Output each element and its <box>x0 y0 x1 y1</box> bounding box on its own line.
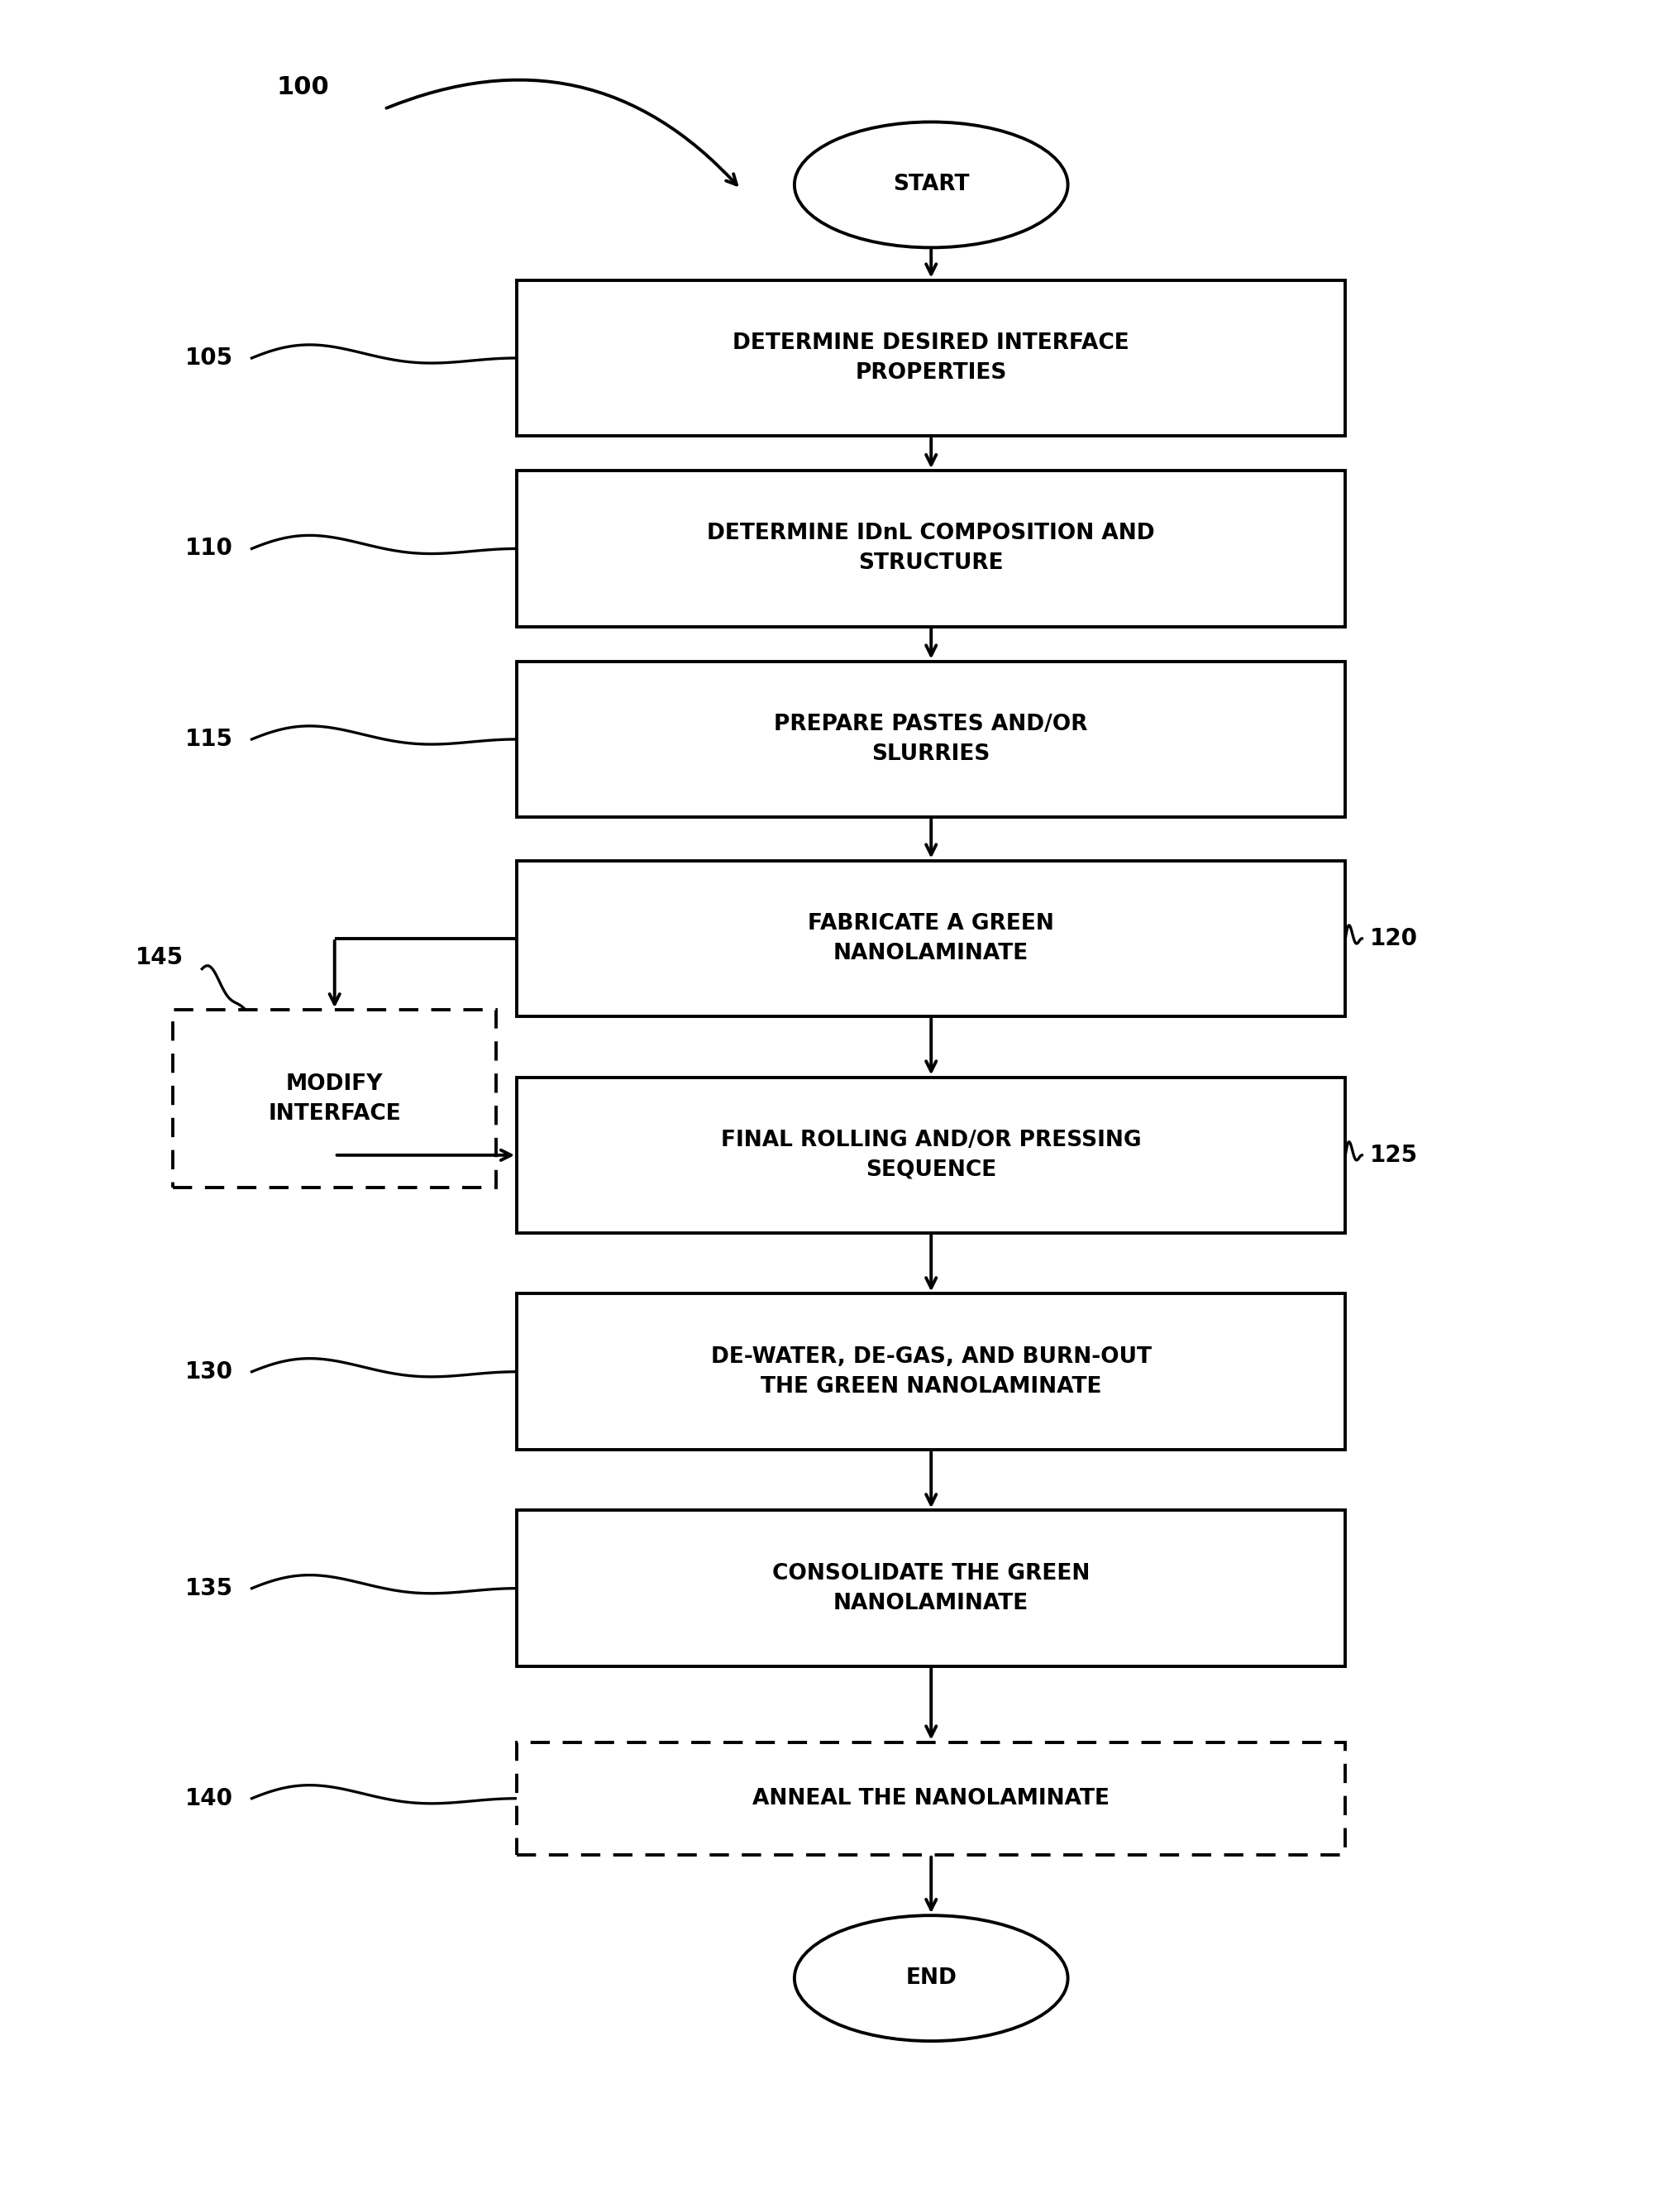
Ellipse shape <box>795 123 1068 247</box>
FancyBboxPatch shape <box>517 280 1346 436</box>
Text: START: START <box>892 173 969 195</box>
Text: DETERMINE DESIRED INTERFACE
PROPERTIES: DETERMINE DESIRED INTERFACE PROPERTIES <box>732 333 1129 383</box>
Text: 105: 105 <box>185 346 234 370</box>
Text: 110: 110 <box>185 536 234 560</box>
Text: 115: 115 <box>185 727 234 751</box>
FancyBboxPatch shape <box>173 1009 496 1189</box>
Text: FINAL ROLLING AND/OR PRESSING
SEQUENCE: FINAL ROLLING AND/OR PRESSING SEQUENCE <box>721 1130 1141 1180</box>
Text: FABRICATE A GREEN
NANOLAMINATE: FABRICATE A GREEN NANOLAMINATE <box>808 913 1055 963</box>
FancyBboxPatch shape <box>517 1510 1346 1666</box>
FancyBboxPatch shape <box>517 471 1346 626</box>
Text: 130: 130 <box>185 1359 234 1383</box>
Text: PREPARE PASTES AND/OR
SLURRIES: PREPARE PASTES AND/OR SLURRIES <box>774 714 1089 764</box>
Text: 120: 120 <box>1371 926 1418 950</box>
FancyBboxPatch shape <box>517 1294 1346 1449</box>
Text: DE-WATER, DE-GAS, AND BURN-OUT
THE GREEN NANOLAMINATE: DE-WATER, DE-GAS, AND BURN-OUT THE GREEN… <box>711 1346 1151 1397</box>
Ellipse shape <box>795 1915 1068 2040</box>
FancyBboxPatch shape <box>517 1742 1346 1854</box>
Text: 145: 145 <box>136 946 183 970</box>
Text: 100: 100 <box>277 74 329 99</box>
Text: 135: 135 <box>185 1576 234 1600</box>
Text: MODIFY
INTERFACE: MODIFY INTERFACE <box>269 1073 402 1125</box>
Text: 125: 125 <box>1371 1143 1418 1167</box>
Text: 140: 140 <box>185 1786 234 1810</box>
FancyBboxPatch shape <box>517 661 1346 816</box>
FancyBboxPatch shape <box>517 860 1346 1016</box>
Text: END: END <box>906 1968 956 1990</box>
Text: DETERMINE IDnL COMPOSITION AND
STRUCTURE: DETERMINE IDnL COMPOSITION AND STRUCTURE <box>707 523 1156 574</box>
FancyBboxPatch shape <box>517 1077 1346 1232</box>
Text: ANNEAL THE NANOLAMINATE: ANNEAL THE NANOLAMINATE <box>753 1788 1110 1810</box>
Text: CONSOLIDATE THE GREEN
NANOLAMINATE: CONSOLIDATE THE GREEN NANOLAMINATE <box>773 1563 1090 1613</box>
